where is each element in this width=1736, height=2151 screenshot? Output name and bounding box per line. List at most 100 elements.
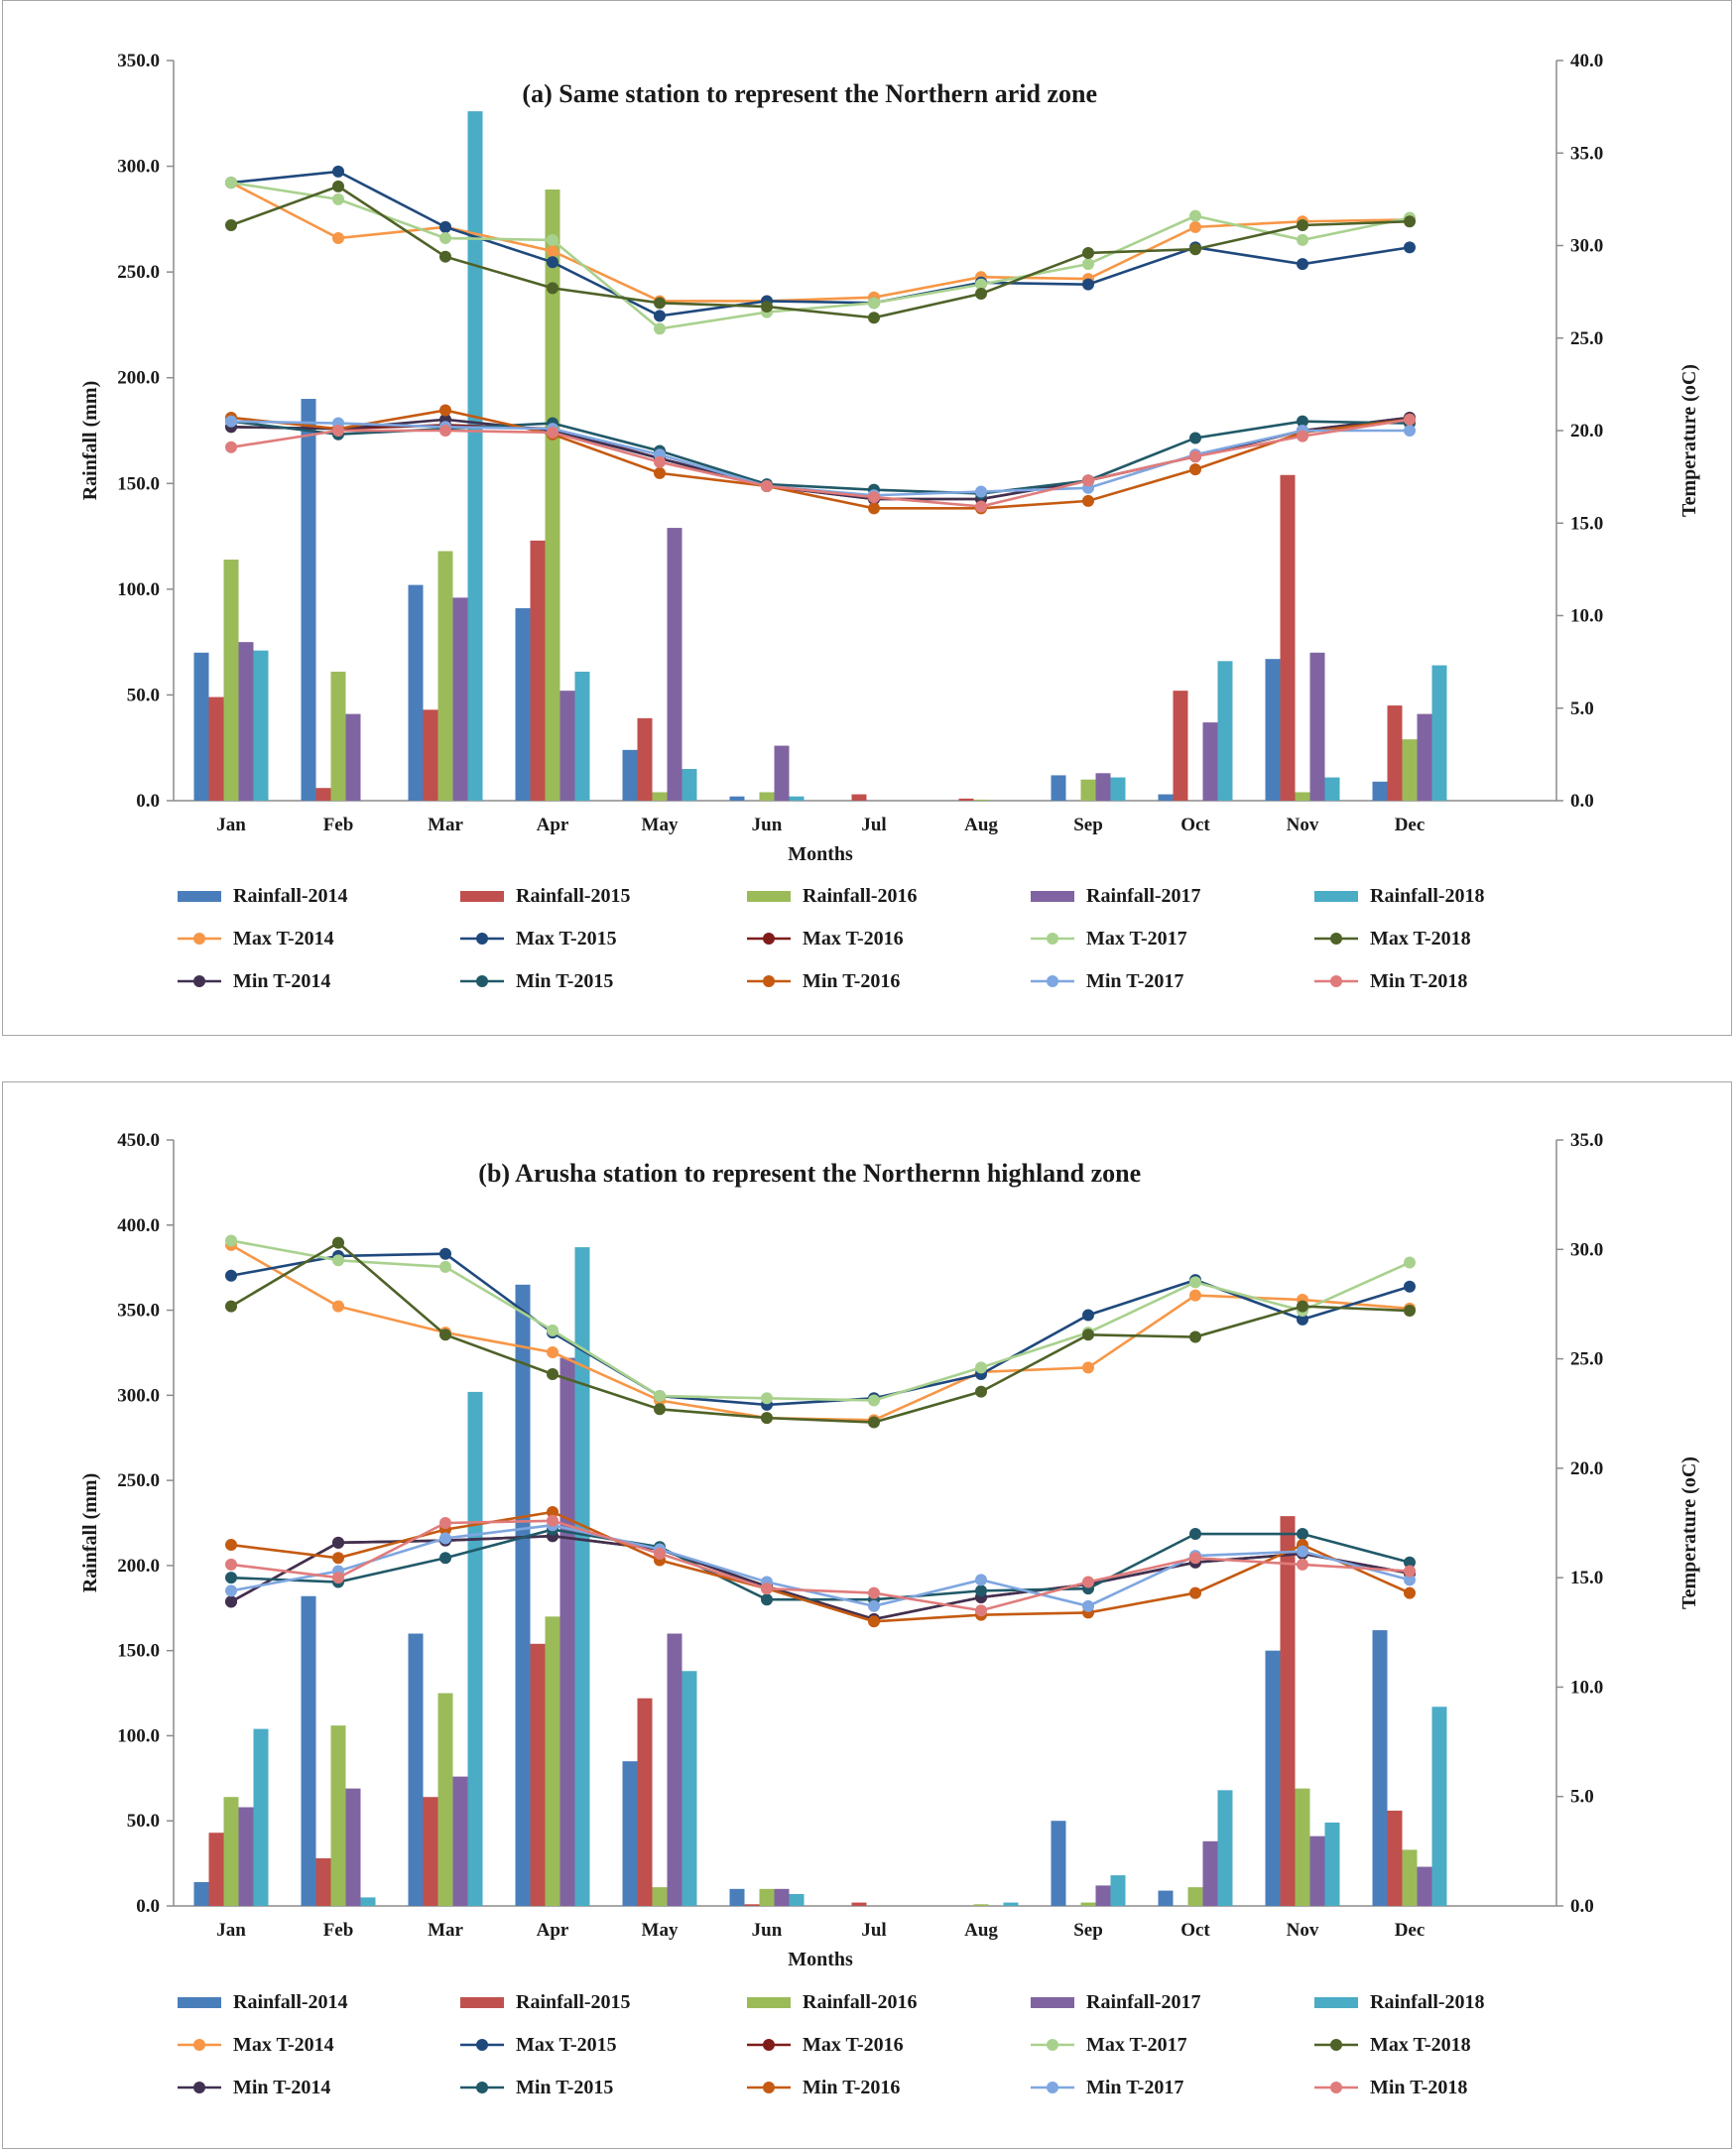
x-tick-label: Jun — [752, 815, 783, 835]
bar-rainfall-2017 — [667, 1633, 682, 1906]
point-maxt-2018 — [868, 312, 880, 324]
point-maxt-2014 — [547, 1345, 558, 1358]
x-tick-label: Mar — [428, 815, 463, 835]
point-mint-2015 — [975, 1584, 987, 1597]
point-maxt-2015 — [1404, 241, 1416, 254]
point-maxt-2017 — [654, 1390, 666, 1403]
bar-rainfall-2015 — [1387, 1810, 1403, 1906]
y-tick-label: 0.0 — [136, 1896, 160, 1917]
bar-rainfall-2017 — [1309, 652, 1325, 801]
bar-rainfall-2016 — [652, 1887, 668, 1906]
point-mint-2014 — [225, 1595, 237, 1608]
point-maxt-2018 — [868, 1416, 880, 1429]
point-maxt-2015 — [439, 220, 451, 233]
point-maxt-2015 — [225, 1269, 237, 1282]
y2-tick-label: 10.0 — [1570, 606, 1603, 627]
bar-rainfall-2014 — [408, 1633, 424, 1906]
point-maxt-2014 — [547, 245, 558, 258]
y2-tick-label: 30.0 — [1570, 1239, 1603, 1260]
bar-rainfall-2018 — [682, 769, 697, 801]
point-mint-2016 — [654, 466, 666, 479]
point-mint-2018 — [1082, 474, 1094, 487]
line-mint-2014 — [230, 1534, 1411, 1621]
point-maxt-2018 — [332, 1236, 344, 1249]
y2-tick-label: 10.0 — [1570, 1677, 1603, 1698]
point-mint-2018 — [975, 1604, 987, 1617]
bar-rainfall-2017 — [238, 642, 254, 801]
bar-rainfall-2015 — [530, 540, 546, 801]
point-maxt-2017 — [868, 297, 880, 310]
x-tick-label: Aug — [964, 1920, 998, 1941]
point-mint-2018 — [1082, 1576, 1094, 1588]
point-maxt-2018 — [1189, 243, 1201, 256]
chart-panel-a: 0.0 50.0 100.0 150.0 200.0 250.0 300.0 350.0 0.0… — [2, 0, 1732, 1036]
legend-label: Rainfall-2018 — [1370, 885, 1485, 907]
bar-rainfall-2018 — [574, 671, 590, 801]
legend-label: Rainfall-2017 — [1086, 885, 1201, 907]
bar-rainfall-2015 — [1280, 474, 1296, 801]
legend-label: Rainfall-2016 — [803, 885, 918, 907]
legend-label: Min T-2015 — [516, 2077, 613, 2098]
bar-rainfall-2017 — [559, 691, 575, 801]
y2-tick-label: 20.0 — [1570, 421, 1603, 442]
point-maxt-2018 — [439, 250, 451, 263]
bar-rainfall-2016 — [759, 792, 775, 801]
point-maxt-2018 — [547, 282, 558, 295]
bar-rainfall-2016 — [1402, 739, 1418, 801]
point-mint-2016 — [1189, 1586, 1201, 1599]
x-tick-label: Sep — [1073, 1920, 1103, 1941]
point-mint-2017 — [868, 1599, 880, 1612]
bar-rainfall-2015 — [423, 709, 438, 801]
bar-rainfall-2014 — [1372, 781, 1388, 801]
point-mint-2017 — [225, 415, 237, 428]
y2-tick-label: 20.0 — [1570, 1458, 1603, 1479]
point-maxt-2017 — [332, 192, 344, 205]
line-maxt-2015 — [230, 170, 1411, 317]
chart-panel-b: 0.0 50.0 100.0 150.0 200.0 250.0 300.0 350.0 400… — [2, 1081, 1732, 2149]
bar-rainfall-2016 — [973, 1904, 989, 1906]
y-tick-label: 250.0 — [117, 262, 160, 283]
legend-label: Rainfall-2014 — [233, 885, 348, 907]
point-maxt-2017 — [225, 177, 237, 190]
point-maxt-2018 — [1297, 218, 1308, 231]
x-tick-label: Oct — [1180, 815, 1210, 835]
y-tick-label: 250.0 — [117, 1470, 160, 1491]
legend-swatch-marker — [1047, 933, 1058, 945]
point-maxt-2018 — [654, 297, 666, 310]
x-axis-label: Months — [788, 1949, 853, 1970]
legend-label: Min T-2014 — [233, 2077, 330, 2098]
bar-rainfall-2017 — [774, 745, 790, 801]
legend-swatch-marker — [1047, 2082, 1058, 2093]
y-tick-label: 100.0 — [117, 579, 160, 600]
x-axis-label: Months — [788, 843, 853, 865]
legend-swatch-marker — [193, 2039, 205, 2051]
y2-tick-label: 15.0 — [1570, 513, 1603, 534]
bar-rainfall-2016 — [223, 1797, 239, 1906]
y-tick-label: 150.0 — [117, 1641, 160, 1662]
legend-swatch-bar — [1031, 1997, 1074, 2008]
y-axis-label: Rainfall (mm) — [79, 1473, 101, 1593]
y-tick-label: 450.0 — [117, 1130, 160, 1151]
legend-swatch-bar — [460, 891, 504, 902]
bar-rainfall-2017 — [1417, 713, 1432, 801]
point-maxt-2015 — [1297, 1313, 1308, 1326]
point-maxt-2015 — [439, 1247, 451, 1260]
bar-rainfall-2014 — [622, 749, 638, 801]
point-maxt-2018 — [761, 1412, 773, 1425]
x-tick-label: Aug — [964, 815, 998, 835]
bar-rainfall-2016 — [652, 792, 668, 801]
legend-swatch-marker — [1047, 975, 1058, 987]
point-mint-2018 — [975, 500, 987, 513]
legend-swatch-marker — [763, 975, 775, 987]
y-tick-label: 300.0 — [117, 157, 160, 178]
point-mint-2015 — [1404, 1556, 1416, 1569]
x-tick-label: May — [642, 1920, 679, 1941]
bar-rainfall-2015 — [851, 1902, 867, 1906]
point-maxt-2018 — [1082, 246, 1094, 259]
point-maxt-2018 — [332, 180, 344, 192]
point-maxt-2015 — [332, 165, 344, 178]
line-mint-2015 — [230, 1528, 1411, 1601]
x-tick-label: Apr — [537, 815, 569, 835]
point-mint-2017 — [1404, 1574, 1416, 1586]
point-mint-2018 — [547, 426, 558, 439]
